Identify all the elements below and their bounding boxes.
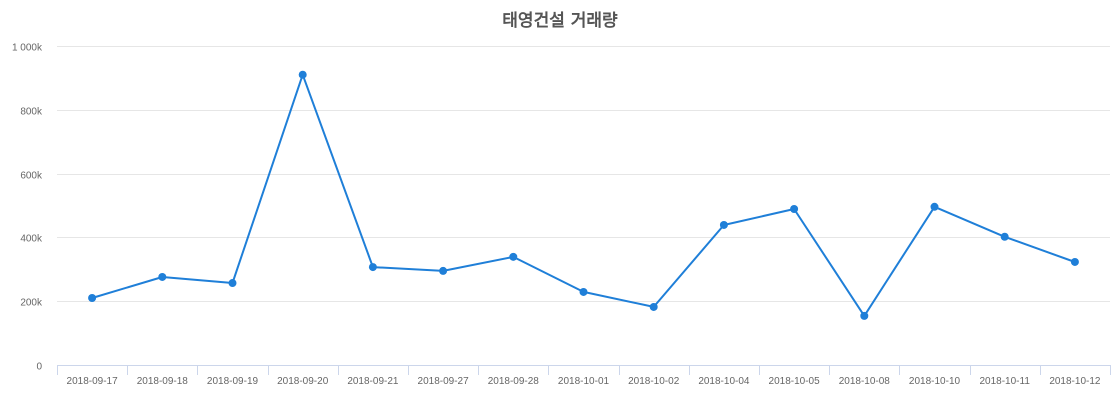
x-tick-label: 2018-10-12 <box>1049 376 1101 387</box>
y-tick-label: 1 000k <box>12 43 43 54</box>
x-axis: 2018-09-17 2018-09-18 2018-09-19 2018-09-20… <box>57 365 1111 387</box>
y-tick-label: 200k <box>20 298 43 309</box>
x-tick-label: 2018-10-02 <box>628 376 680 387</box>
data-point-marker[interactable] <box>649 302 658 311</box>
data-point-marker[interactable] <box>368 263 377 272</box>
data-point-marker[interactable] <box>579 287 588 296</box>
x-tick-label: 2018-10-05 <box>769 376 821 387</box>
series-volume <box>88 70 1079 320</box>
x-tick-label: 2018-10-08 <box>839 376 891 387</box>
data-point-marker[interactable] <box>790 205 799 214</box>
gridlines <box>57 46 1110 302</box>
x-tick-label: 2018-09-21 <box>347 376 399 387</box>
x-tick-label: 2018-10-10 <box>909 376 961 387</box>
x-tick-label: 2018-09-27 <box>418 376 470 387</box>
data-point-marker[interactable] <box>439 266 448 275</box>
data-point-marker[interactable] <box>1000 232 1009 241</box>
chart-title: 태영건설 거래량 <box>502 11 618 31</box>
x-tick-label: 2018-09-28 <box>488 376 540 387</box>
data-point-marker[interactable] <box>88 294 97 303</box>
x-tick-label: 2018-09-19 <box>207 376 259 387</box>
data-point-marker[interactable] <box>228 279 237 288</box>
y-tick-label: 600k <box>20 171 43 182</box>
data-point-marker[interactable] <box>1070 257 1079 266</box>
x-tick-label: 2018-10-04 <box>698 376 750 387</box>
x-tick-label: 2018-09-20 <box>277 376 329 387</box>
x-tick-label: 2018-10-01 <box>558 376 610 387</box>
y-tick-label: 400k <box>20 234 43 245</box>
x-tick-label: 2018-09-17 <box>67 376 119 387</box>
y-axis-labels: 0 200k 400k 600k 800k 1 000k <box>12 43 43 373</box>
y-tick-label: 0 <box>36 362 42 373</box>
data-point-marker[interactable] <box>509 252 518 261</box>
x-tick-label: 2018-10-11 <box>979 376 1030 387</box>
data-point-marker[interactable] <box>298 70 307 79</box>
data-point-marker[interactable] <box>860 311 869 320</box>
data-point-marker[interactable] <box>719 220 728 229</box>
x-tick-label: 2018-09-18 <box>137 376 189 387</box>
y-tick-label: 800k <box>20 107 43 118</box>
data-point-marker[interactable] <box>930 202 939 211</box>
data-point-marker[interactable] <box>158 272 167 281</box>
